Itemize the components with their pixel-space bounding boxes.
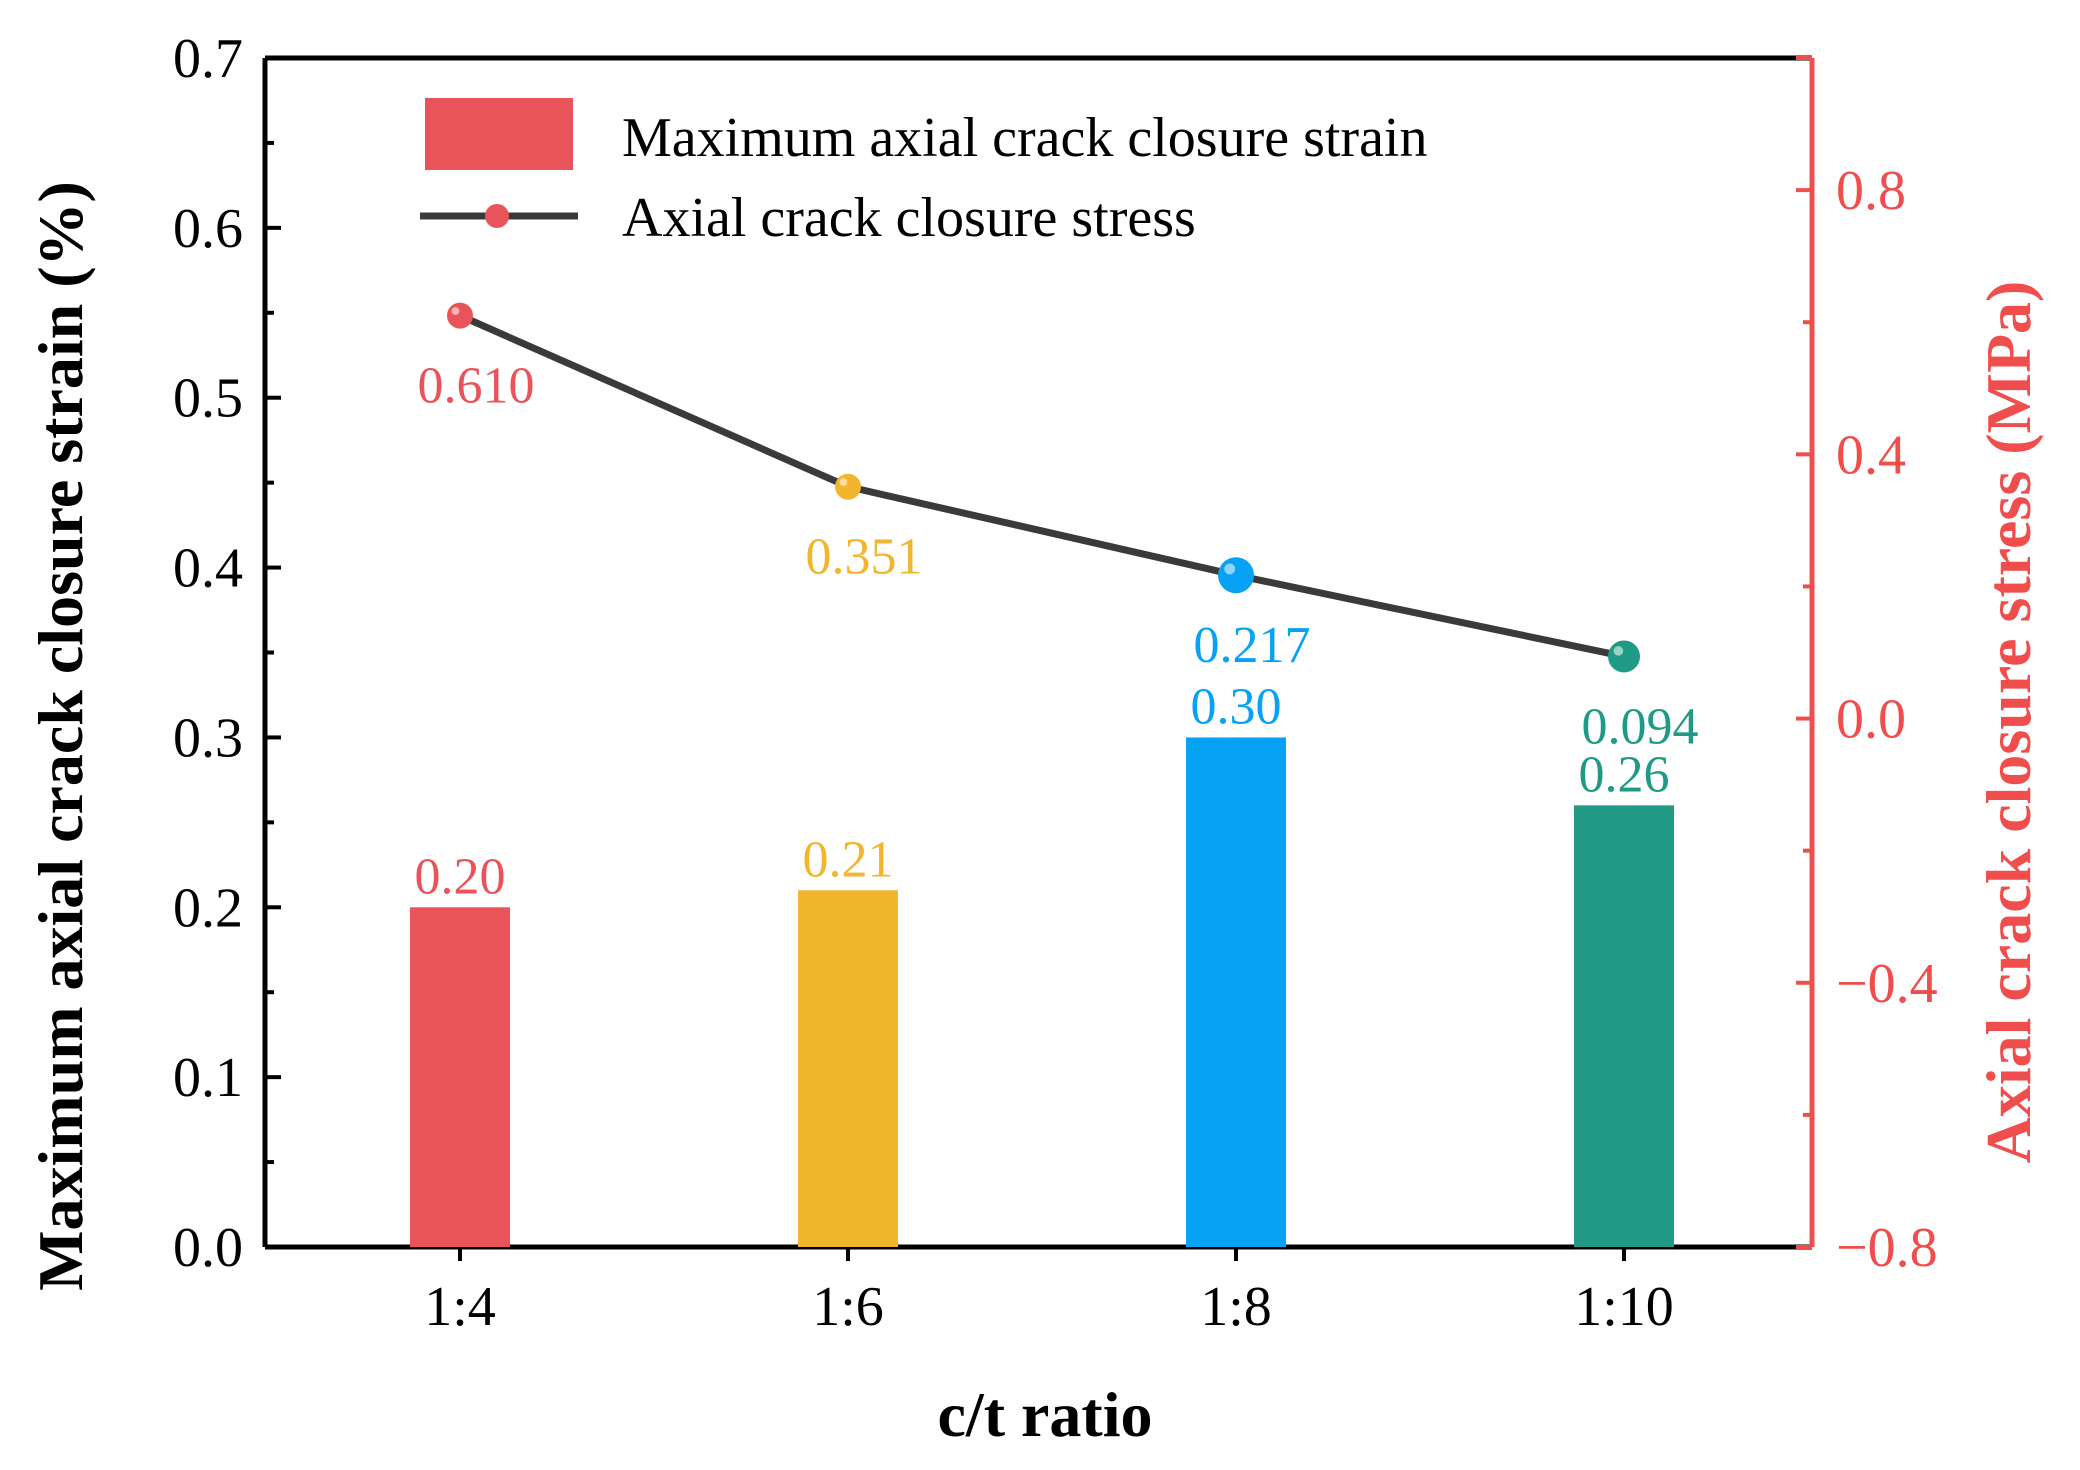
y-tick-label: 0.4	[173, 538, 243, 600]
stress-point	[1218, 557, 1254, 594]
strain-bar	[1186, 737, 1286, 1247]
bars	[410, 737, 1674, 1247]
y-tick-label: 0.3	[173, 707, 243, 769]
y-tick-label: 0.1	[173, 1047, 243, 1109]
y2-axis-title: Axial crack closure stress (MPa)	[1973, 281, 2044, 1164]
y-tick-label: 0.6	[173, 198, 243, 260]
stress-point-highlight	[1613, 646, 1624, 656]
strain-bar	[410, 907, 510, 1247]
strain-bar	[1574, 805, 1674, 1247]
stress-point	[835, 473, 861, 500]
stress-point-highlight	[1224, 563, 1236, 575]
bar-value-label: 0.30	[1191, 678, 1282, 735]
stress-value-label: 0.217	[1194, 617, 1311, 674]
stress-line	[458, 312, 1625, 660]
y2-tick-label: −0.8	[1836, 1217, 1938, 1279]
stress-value-label: 0.351	[806, 529, 923, 586]
y-tick-label: 0.0	[173, 1217, 243, 1279]
x-tick-label: 1:4	[424, 1276, 496, 1338]
y-axis-title: Maximum axial crack closure strain (%)	[25, 181, 96, 1291]
stress-value-label: 0.610	[418, 358, 535, 415]
y-tick-label: 0.7	[173, 28, 243, 90]
strain-bar	[798, 890, 898, 1247]
stress-point	[1608, 640, 1640, 673]
stress-point	[447, 302, 473, 329]
legend: Maximum axial crack closure strain Axial…	[420, 98, 1428, 249]
x-tick-label: 1:8	[1200, 1276, 1272, 1338]
y2-tick-label: 0.4	[1836, 424, 1906, 486]
y-tick-label: 0.5	[173, 368, 243, 430]
stress-point-highlight	[451, 307, 460, 315]
x-tick-label: 1:6	[812, 1276, 884, 1338]
x-axis-title: c/t ratio	[938, 1379, 1153, 1450]
stress-value-label: 0.094	[1582, 698, 1699, 755]
y2-tick-label: 0.8	[1836, 160, 1906, 222]
stress-line-series	[447, 302, 1640, 673]
legend-line-label: Axial crack closure stress	[622, 187, 1196, 249]
y2-tick-label: 0.0	[1836, 689, 1906, 751]
bar-value-label: 0.26	[1579, 746, 1670, 803]
x-tick-label: 1:10	[1574, 1276, 1674, 1338]
bar-value-label: 0.20	[415, 848, 506, 905]
y2-tick-label: −0.4	[1836, 953, 1938, 1015]
bar-value-label: 0.21	[803, 831, 894, 888]
legend-bar-label: Maximum axial crack closure strain	[622, 107, 1428, 169]
legend-line-marker	[485, 204, 509, 228]
axes: 0.0 0.1 0.2 0.3 0.4 0.5 0.6 0.7 −0.8 −0.4 0.0 0.4 0.…	[173, 28, 1938, 1338]
legend-bar-swatch	[425, 98, 573, 170]
data-labels: 0.20 0.21 0.30 0.26 0.610 0.351 0.217 0.094	[415, 358, 1699, 906]
y-tick-label: 0.2	[173, 877, 243, 939]
stress-point-highlight	[839, 478, 848, 487]
